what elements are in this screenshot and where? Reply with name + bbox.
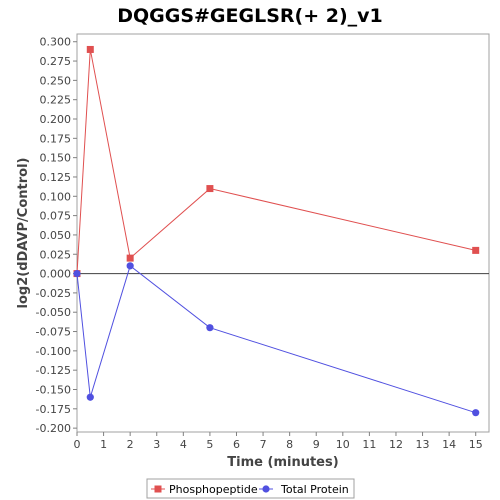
chart-title: DQGGS#GEGLSR(+ 2)_v1 <box>117 5 383 27</box>
data-point-total-protein <box>73 270 80 277</box>
y-axis: -0.200 -0.175 -0.150 -0.125 -0.100 -0.075 -0.0… <box>36 36 77 435</box>
y-tick-label: -0.075 <box>36 326 71 339</box>
y-tick-label: 0.025 <box>40 248 72 261</box>
y-tick-label: -0.175 <box>36 403 71 416</box>
y-axis-label: log2(dDAVP/Control) <box>16 158 31 309</box>
x-tick-label: 14 <box>442 438 456 451</box>
x-tick-label: 11 <box>362 438 376 451</box>
legend-marker <box>262 485 269 492</box>
x-tick-label: 12 <box>389 438 403 451</box>
x-tick-label: 5 <box>206 438 213 451</box>
y-tick-label: 0.125 <box>40 171 72 184</box>
x-tick-label: 9 <box>313 438 320 451</box>
y-tick-label: 0.175 <box>40 132 72 145</box>
legend-label: Total Protein <box>280 483 349 496</box>
x-tick-label: 2 <box>127 438 134 451</box>
data-point-phosphopeptide <box>87 46 94 53</box>
y-tick-label: -0.200 <box>36 422 71 435</box>
y-tick-label: 0.000 <box>40 268 72 281</box>
legend-marker <box>155 486 162 493</box>
data-point-phosphopeptide <box>127 255 134 262</box>
x-tick-label: 6 <box>233 438 240 451</box>
x-tick-label: 10 <box>336 438 350 451</box>
data-point-total-protein <box>127 262 134 269</box>
y-tick-label: -0.025 <box>36 287 71 300</box>
y-tick-label: 0.100 <box>40 190 72 203</box>
y-tick-label: -0.125 <box>36 364 71 377</box>
data-point-total-protein <box>206 324 213 331</box>
legend-label: Phosphopeptide <box>169 483 258 496</box>
y-tick-label: 0.275 <box>40 55 72 68</box>
data-point-total-protein <box>472 409 479 416</box>
x-tick-label: 1 <box>100 438 107 451</box>
y-tick-label: 0.300 <box>40 36 72 49</box>
y-tick-label: -0.150 <box>36 383 71 396</box>
x-tick-label: 15 <box>469 438 483 451</box>
y-tick-label: 0.250 <box>40 74 72 87</box>
y-tick-label: 0.150 <box>40 152 72 165</box>
x-tick-label: 4 <box>180 438 187 451</box>
y-tick-label: 0.075 <box>40 210 72 223</box>
data-point-phosphopeptide <box>472 247 479 254</box>
data-point-total-protein <box>87 394 94 401</box>
plot-area <box>77 34 489 432</box>
y-tick-label: -0.100 <box>36 345 71 358</box>
x-tick-label: 0 <box>74 438 81 451</box>
data-point-phosphopeptide <box>206 185 213 192</box>
x-tick-label: 7 <box>260 438 267 451</box>
x-tick-label: 8 <box>286 438 293 451</box>
y-tick-label: 0.200 <box>40 113 72 126</box>
y-tick-label: 0.225 <box>40 94 72 107</box>
x-axis-label: Time (minutes) <box>227 455 338 470</box>
x-tick-label: 3 <box>153 438 160 451</box>
y-tick-label: -0.050 <box>36 306 71 319</box>
x-tick-label: 13 <box>416 438 430 451</box>
y-tick-label: 0.050 <box>40 229 72 242</box>
legend: Phosphopeptide Total Protein <box>147 479 354 498</box>
